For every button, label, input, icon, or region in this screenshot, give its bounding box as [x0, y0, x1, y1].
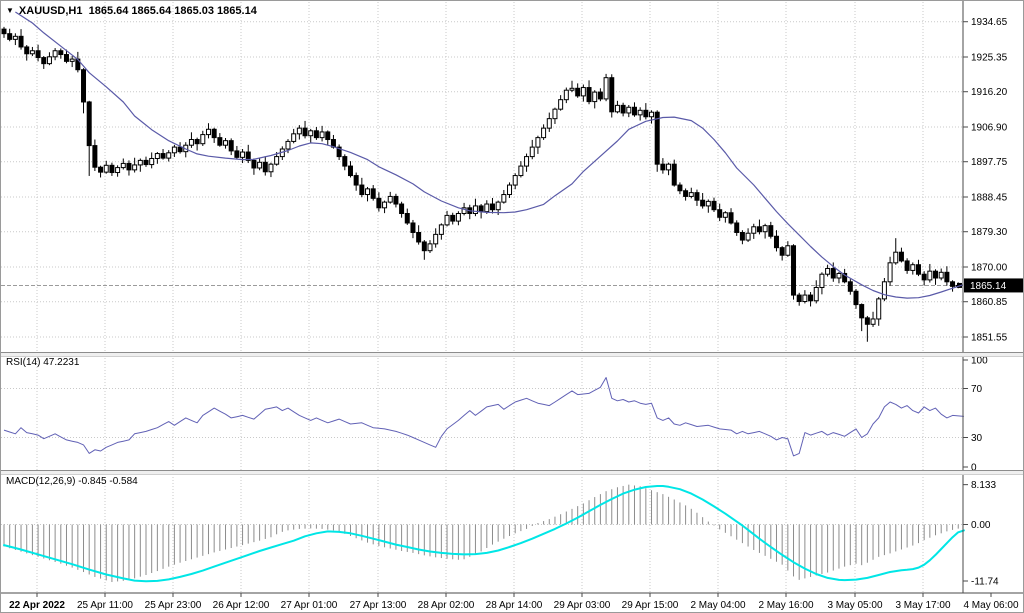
- time-axis-label: 3 May 05:00: [827, 600, 882, 611]
- rsi-axis-label: 30: [971, 433, 983, 444]
- price-axis-label: 1925.35: [971, 53, 1008, 64]
- macd-axis-label: 0.00: [971, 520, 991, 531]
- price-axis-label: 1879.30: [971, 227, 1008, 238]
- time-axis-label: 2 May 04:00: [690, 600, 745, 611]
- price-axis-label: 1906.90: [971, 123, 1008, 134]
- price-axis[interactable]: 1934.65 1925.35 1916.20 1906.90 1897.75 1888.…: [963, 17, 1024, 343]
- time-axis-label: 28 Apr 14:00: [486, 600, 543, 611]
- rsi-axis-label: 100: [971, 356, 988, 367]
- time-axis-label: 29 Apr 03:00: [554, 600, 611, 611]
- macd-axis-label: -11.74: [971, 577, 999, 588]
- time-axis-label: 27 Apr 13:00: [350, 600, 407, 611]
- time-axis-label: 22 Apr 2022: [9, 600, 65, 611]
- time-axis-label: 25 Apr 11:00: [77, 600, 133, 611]
- rsi-axis-label: 70: [971, 384, 983, 395]
- symbol-ohlc-title: XAUUSD,H1 1865.64 1865.64 1865.03 1865.1…: [18, 5, 257, 17]
- moving-average-line: [15, 11, 964, 299]
- rsi-axis[interactable]: 100 70 30 0: [963, 356, 988, 474]
- symbol-dropdown-icon[interactable]: ▼: [6, 6, 14, 15]
- time-axis-label: 29 Apr 15:00: [622, 600, 679, 611]
- current-price-box: [964, 278, 1023, 293]
- macd-histogram: [3, 484, 959, 583]
- panel-splitter-macd[interactable]: [1, 470, 1023, 475]
- time-axis-label: 27 Apr 01:00: [281, 600, 338, 611]
- price-axis-label: 1934.65: [971, 17, 1008, 28]
- macd-signal-line: [3, 485, 965, 583]
- price-axis-label: 1888.45: [971, 193, 1008, 204]
- time-axis-label: 28 Apr 02:00: [418, 600, 475, 611]
- macd-axis[interactable]: 8.133 0.00 -11.74: [963, 480, 999, 588]
- price-axis-label: 1870.00: [971, 263, 1008, 274]
- macd-axis-label: 8.133: [971, 480, 996, 491]
- rsi-line: [3, 377, 964, 457]
- time-axis-label: 3 May 17:00: [895, 600, 950, 611]
- time-axis-label: 2 May 16:00: [758, 600, 813, 611]
- time-axis-label: 25 Apr 23:00: [145, 600, 202, 611]
- price-axis-label: 1860.85: [971, 297, 1008, 308]
- grid-lines: [1, 2, 963, 593]
- price-axis-label: 1916.20: [971, 87, 1008, 98]
- price-axis-label: 1851.55: [971, 332, 1008, 343]
- time-axis-label: 4 May 06:00: [963, 600, 1018, 611]
- time-axis[interactable]: 22 Apr 2022 25 Apr 11:00 25 Apr 23:00 26 Ap…: [9, 593, 1019, 611]
- rsi-axis-label: 0: [971, 463, 977, 474]
- chart-title-bar: ▼ XAUUSD,H1 1865.64 1865.64 1865.03 1865.…: [6, 5, 257, 17]
- panel-splitter-rsi[interactable]: [1, 352, 1023, 357]
- time-axis-label: 26 Apr 12:00: [213, 600, 270, 611]
- price-axis-label: 1897.75: [971, 157, 1008, 168]
- current-price-label: 1865.14: [970, 281, 1007, 292]
- candlestick-series: [1, 26, 961, 342]
